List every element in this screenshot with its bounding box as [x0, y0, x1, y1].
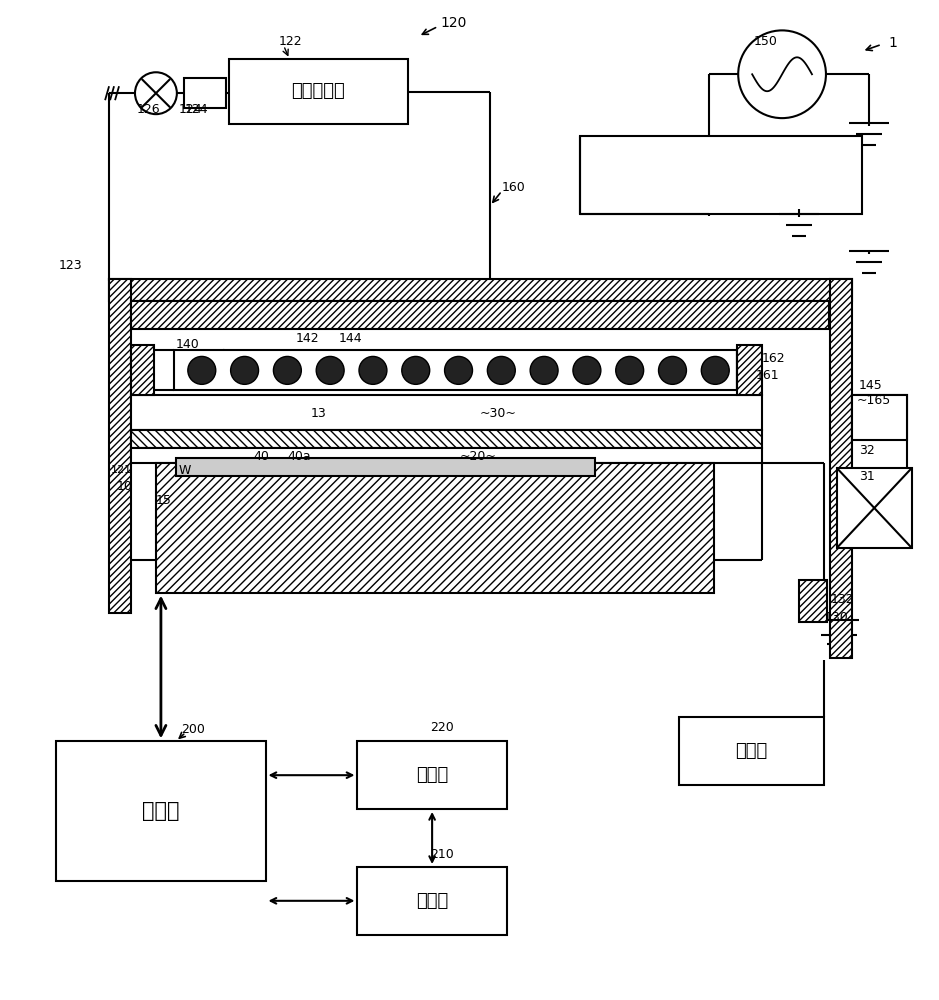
- Bar: [852, 395, 907, 495]
- Circle shape: [444, 356, 472, 384]
- Text: 122: 122: [279, 35, 302, 48]
- Bar: [131, 345, 154, 395]
- Text: 1: 1: [888, 36, 898, 50]
- Text: 120: 120: [440, 16, 467, 30]
- Circle shape: [273, 356, 301, 384]
- Bar: [176, 458, 594, 476]
- Bar: [680, 717, 824, 785]
- Text: 40a: 40a: [287, 450, 311, 463]
- Circle shape: [487, 356, 516, 384]
- Bar: [131, 448, 762, 463]
- Circle shape: [231, 356, 258, 384]
- Text: 162: 162: [762, 352, 786, 365]
- Text: 145: 145: [859, 379, 883, 392]
- Text: ~165: ~165: [857, 394, 891, 407]
- Bar: [358, 867, 507, 935]
- Circle shape: [135, 72, 177, 114]
- Text: 132: 132: [831, 593, 854, 606]
- Text: 200: 200: [181, 723, 205, 736]
- Text: 161: 161: [756, 369, 779, 382]
- Circle shape: [402, 356, 430, 384]
- Bar: [737, 345, 762, 395]
- Bar: [358, 741, 507, 809]
- Text: 126: 126: [137, 103, 161, 116]
- Text: 15: 15: [156, 494, 172, 507]
- Text: 220: 220: [430, 721, 454, 734]
- Bar: [156, 463, 715, 593]
- Text: ~30~: ~30~: [480, 407, 516, 420]
- Bar: [852, 395, 907, 440]
- Bar: [229, 59, 408, 124]
- Text: 31: 31: [859, 470, 874, 483]
- Text: 150: 150: [754, 35, 778, 48]
- Circle shape: [316, 356, 344, 384]
- Text: 10: 10: [117, 480, 133, 493]
- Text: 气体供给源: 气体供给源: [292, 82, 346, 100]
- Circle shape: [658, 356, 686, 384]
- Text: 121: 121: [111, 465, 132, 475]
- Text: 32: 32: [859, 444, 874, 457]
- Circle shape: [701, 356, 730, 384]
- Text: 13: 13: [311, 407, 326, 420]
- Text: 40: 40: [254, 450, 269, 463]
- Text: 操作部: 操作部: [416, 892, 448, 910]
- Bar: [56, 741, 266, 881]
- Circle shape: [616, 356, 643, 384]
- Text: W: W: [178, 464, 192, 477]
- Bar: [579, 136, 862, 214]
- Circle shape: [531, 356, 558, 384]
- Text: 144: 144: [338, 332, 362, 345]
- Text: 124: 124: [185, 103, 208, 116]
- Circle shape: [573, 356, 601, 384]
- Circle shape: [359, 356, 387, 384]
- Text: 124: 124: [178, 103, 203, 116]
- Text: 160: 160: [502, 181, 526, 194]
- Text: 140: 140: [176, 338, 200, 351]
- Text: 排气部: 排气部: [735, 742, 767, 760]
- Bar: [109, 279, 131, 613]
- Bar: [131, 301, 829, 329]
- Text: 130: 130: [825, 611, 849, 624]
- Text: 210: 210: [430, 848, 454, 861]
- Bar: [131, 430, 762, 448]
- Circle shape: [738, 30, 826, 118]
- Text: 142: 142: [296, 332, 319, 345]
- Text: ~20~: ~20~: [460, 450, 497, 463]
- Bar: [837, 468, 912, 548]
- Circle shape: [188, 356, 216, 384]
- Bar: [830, 279, 852, 658]
- Bar: [109, 279, 852, 301]
- Bar: [131, 395, 762, 430]
- Text: 123: 123: [58, 259, 82, 272]
- Text: 控制部: 控制部: [142, 801, 179, 821]
- Bar: [799, 580, 827, 622]
- Bar: [174, 350, 737, 390]
- Text: 存储部: 存储部: [416, 766, 448, 784]
- Bar: [184, 78, 225, 108]
